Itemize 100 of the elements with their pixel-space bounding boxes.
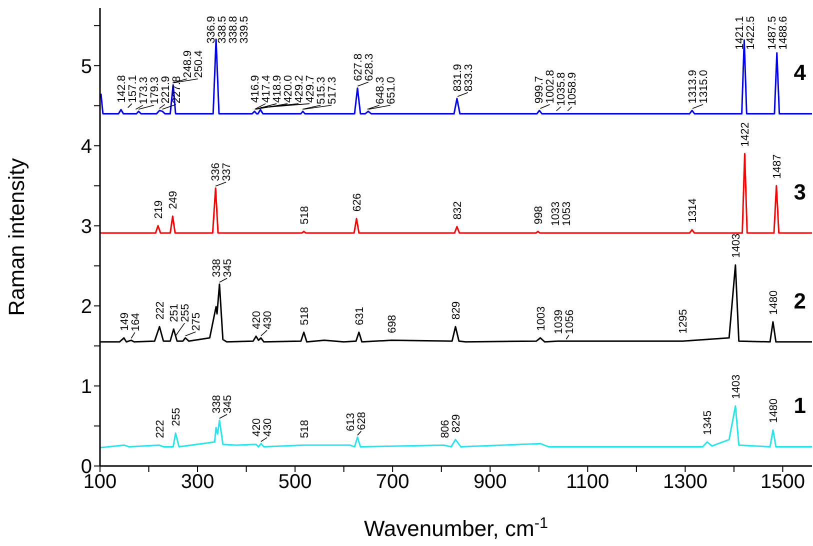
annotation: 628 — [356, 412, 368, 430]
x-tick-label: 500 — [278, 471, 312, 494]
annotation: 648.3 — [374, 76, 386, 104]
annotation: 339.5 — [238, 16, 250, 44]
annotation: 336.9 — [205, 16, 218, 44]
y-tick-label: 4 — [80, 136, 92, 158]
annotation: 250.4 — [192, 50, 205, 78]
x-tick-label: 1300 — [662, 471, 708, 494]
annotation: 338 — [211, 395, 224, 414]
annotation: 429.2 — [294, 75, 306, 103]
series-label: 1 — [794, 393, 806, 418]
annotation: 832 — [452, 201, 464, 220]
annotation: 1421.1 — [734, 16, 746, 50]
annotation: 1403 — [730, 374, 742, 399]
annotation: 275 — [190, 312, 203, 331]
annotation: 626 — [351, 193, 364, 212]
annotation: 518 — [298, 206, 311, 224]
annotation: 345 — [222, 258, 234, 278]
annotation: 221.9 — [160, 76, 172, 104]
annotation: 1295 — [678, 309, 690, 334]
annotation: 999.7 — [534, 76, 546, 104]
x-tick-label: 300 — [180, 471, 214, 494]
annotation: 998 — [532, 206, 545, 224]
annotation: 1058.9 — [566, 72, 579, 106]
annotation: 515.3 — [316, 76, 328, 104]
annotation: 1002.8 — [544, 70, 557, 104]
annotation: 173.3 — [138, 76, 150, 104]
annotation: 430 — [262, 310, 274, 330]
y-axis-title: Raman intensity — [4, 158, 29, 316]
annotation: 1313.9 — [686, 70, 699, 104]
annotation: 345 — [222, 395, 234, 414]
annotation: 651.0 — [385, 76, 398, 104]
annotation: 1056 — [564, 310, 576, 334]
annotation: 1315.0 — [698, 70, 710, 104]
annotation: 833.3 — [462, 64, 475, 92]
annotation: 179.3 — [148, 76, 161, 104]
annotation: 628.3 — [363, 54, 376, 82]
x-tick-label: 700 — [376, 471, 410, 494]
annotation: 1487 — [771, 154, 784, 179]
y-tick-label: 3 — [80, 216, 92, 238]
annotation: 420 — [251, 418, 264, 437]
annotation: 1403 — [730, 234, 742, 258]
line-series — [100, 152, 812, 234]
annotation: 829 — [450, 301, 462, 320]
annotation: 613 — [345, 412, 358, 432]
y-tick-label: 1 — [80, 376, 92, 398]
annotation: 249 — [168, 190, 180, 210]
annotation: 517.3 — [326, 76, 339, 104]
annotation: 255 — [170, 408, 183, 426]
series-label: 4 — [794, 60, 807, 86]
x-tick-label: 900 — [473, 471, 507, 494]
series-label: 2 — [794, 288, 806, 314]
x-axis-title: Wavenumber, cm$^{-1}$ — [364, 514, 548, 541]
annotation: 518 — [298, 420, 311, 438]
x-tick-label: 1500 — [760, 471, 805, 494]
annotation: 420 — [251, 310, 264, 330]
annotation: 1314 — [686, 198, 699, 223]
annotation: 417.4 — [260, 75, 273, 103]
annotation: 1345 — [702, 410, 714, 435]
annotation: 430 — [262, 418, 274, 437]
annotation: 255 — [180, 304, 192, 322]
annotation: 338 — [211, 258, 224, 278]
annotation: 518 — [298, 306, 311, 326]
annotation: 251 — [168, 304, 181, 322]
series-label: 3 — [794, 179, 806, 204]
annotation: 164 — [130, 313, 142, 332]
y-tick-label: 5 — [80, 56, 92, 78]
y-tick-label: 2 — [80, 296, 92, 318]
annotation: 1422 — [740, 122, 752, 147]
annotation: 1488.6 — [778, 16, 790, 50]
annotation: 829 — [450, 414, 462, 433]
annotation: 631 — [354, 306, 366, 326]
annotation: 1487.5 — [766, 16, 779, 50]
annotation: 222 — [154, 301, 166, 320]
annotation: 698 — [386, 314, 399, 334]
annotation: 142.8 — [116, 75, 128, 103]
x-tick-label: 1100 — [566, 471, 610, 494]
annotation: 338.8 — [227, 16, 240, 44]
annotation: 1035.8 — [556, 72, 568, 106]
annotation: 222 — [154, 420, 166, 438]
annotation: 831.9 — [452, 64, 464, 92]
annotation: 248.9 — [182, 50, 194, 78]
annotation: 1003 — [535, 306, 548, 331]
annotation: 1480 — [768, 398, 780, 423]
annotation: 219 — [152, 200, 165, 219]
annotation: 806 — [439, 420, 452, 438]
annotation: 627.8 — [352, 54, 364, 82]
annotation: 420.0 — [282, 75, 295, 103]
annotation: 1033 — [550, 202, 562, 226]
annotation: 227.8 — [170, 76, 183, 104]
annotation: 1053 — [560, 202, 573, 226]
annotation: 429.7 — [304, 75, 317, 103]
annotation: 416.9 — [250, 75, 262, 103]
annotation: 149 — [118, 312, 131, 331]
annotation: 337 — [221, 162, 234, 182]
annotation: 418.9 — [272, 75, 284, 103]
annotation: 157.1 — [126, 75, 139, 103]
annotation: 336 — [210, 162, 222, 182]
annotation: 1422.5 — [745, 16, 758, 50]
annotation: 1039 — [552, 310, 565, 334]
